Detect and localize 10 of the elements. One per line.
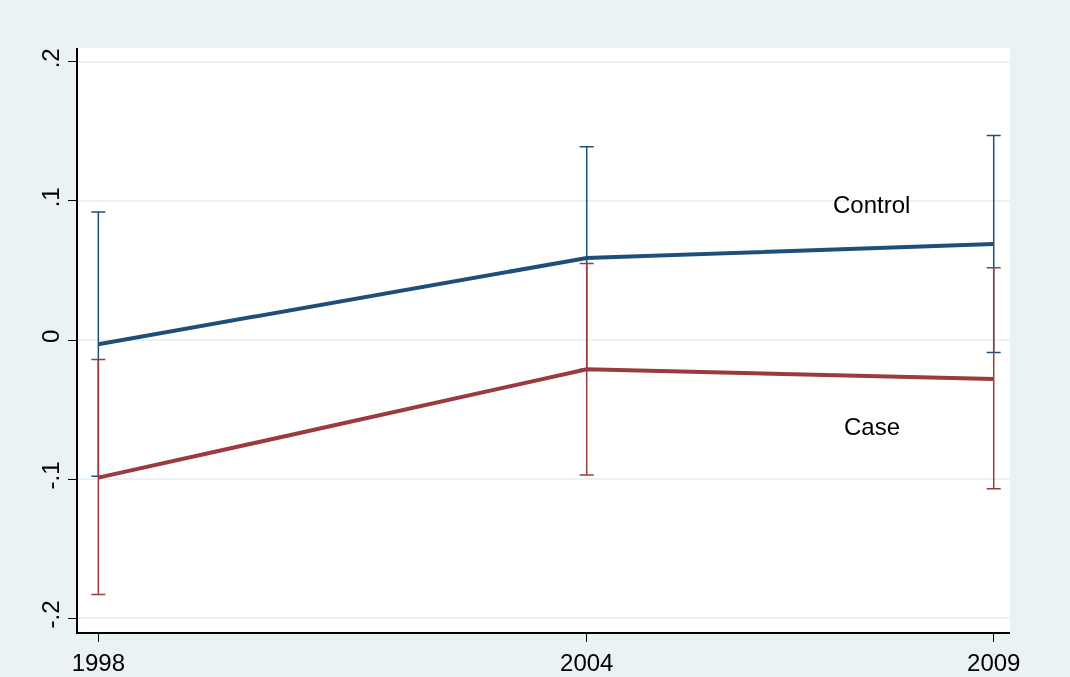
x-tick-label: 2009 <box>967 648 1021 676</box>
y-tick-label: 0 <box>36 329 64 344</box>
x-tick-label: 1998 <box>71 648 126 676</box>
series-label: Case <box>844 413 901 440</box>
y-tick-label: .2 <box>36 48 64 69</box>
y-tick-label: -.2 <box>36 600 64 629</box>
x-tick-label: 2004 <box>560 648 614 676</box>
series-label: Control <box>833 191 911 218</box>
y-tick-label: .1 <box>36 187 64 208</box>
y-tick-label: -.1 <box>36 461 64 490</box>
